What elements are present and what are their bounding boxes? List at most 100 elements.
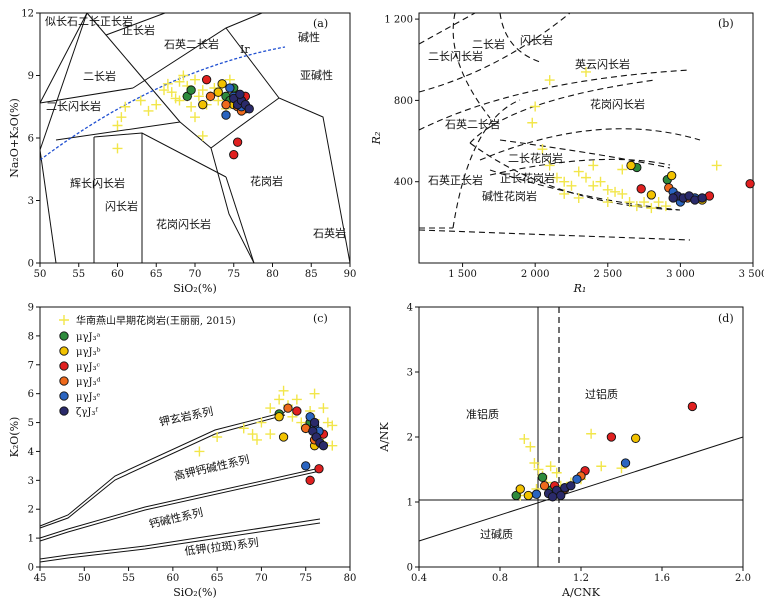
data-point — [274, 412, 284, 422]
legend-label: μγJ₃ᵉ — [76, 392, 100, 403]
field-label: 石英二长岩 — [445, 117, 500, 131]
y-tick-label: 800 — [394, 96, 413, 107]
cross-point — [617, 164, 628, 175]
field-label: 碱性 — [298, 30, 320, 44]
panel-label: (b) — [718, 17, 734, 30]
data-point — [636, 184, 646, 194]
data-point — [537, 472, 548, 482]
panel-b: 1 500 2 000 2 500 3 000 3 500 400 800 1 200 二长岩… — [370, 12, 764, 295]
data-point — [232, 137, 243, 147]
panel-d-fields — [418, 307, 744, 567]
y-tick-label: 5 — [28, 418, 34, 429]
cross-point — [151, 99, 162, 110]
field-label: 准铝质 — [466, 407, 499, 421]
data-point — [606, 432, 617, 442]
cross-point — [291, 394, 302, 405]
cross-point — [224, 74, 235, 85]
cross-point — [588, 180, 599, 191]
data-point — [566, 481, 576, 491]
panel-d-ticks — [415, 306, 744, 571]
panel-b-crosses — [527, 66, 722, 214]
data-point — [523, 490, 533, 501]
panel-d-field-labels: 准铝质 过铝质 过碱质 — [466, 387, 618, 541]
cross-point — [544, 160, 555, 171]
cross-point — [265, 429, 276, 440]
x-tick-label: 65 — [211, 573, 224, 584]
panel-d-ticklabels: 0.4 0.8 1.2 1.6 2.0 0 1 2 3 4 — [407, 303, 751, 585]
data-point — [687, 401, 698, 412]
field-label: 亚碱性 — [300, 68, 333, 82]
y-tick-label: 400 — [394, 177, 413, 188]
cross-point — [588, 160, 599, 171]
panel-a-fields — [39, 12, 351, 264]
field-label: 碱性花岗岩 — [482, 189, 537, 203]
data-point — [697, 193, 707, 203]
panel-d-points — [511, 401, 698, 502]
axis-y-label: K₂O(%) — [8, 417, 21, 458]
x-tick-label: 45 — [34, 573, 47, 584]
cross-point — [174, 95, 185, 106]
cross-point — [112, 120, 123, 131]
data-point — [201, 75, 212, 85]
cross-point — [551, 467, 562, 478]
legend-marker — [59, 361, 69, 371]
data-point — [283, 403, 293, 413]
panel-a-ticklabels: 50 55 60 65 70 75 80 85 90 0 3 6 9 12 — [21, 9, 356, 281]
axis-x-label: R₁ — [573, 282, 587, 295]
y-tick-label: 1 200 — [384, 15, 413, 26]
x-tick-label: 75 — [299, 573, 312, 584]
y-tick-label: 9 — [28, 303, 34, 314]
cross-point — [166, 87, 177, 98]
data-point — [221, 100, 231, 110]
x-tick-label: 85 — [305, 269, 318, 280]
y-tick-label: 8 — [28, 331, 34, 342]
x-tick-label: 70 — [255, 573, 268, 584]
y-tick-label: 12 — [21, 9, 34, 20]
panel-a-field-labels: 似长石二长正长岩 正长岩 石英二长岩 二长岩 二长闪长岩 辉长闪长岩 闪长岩 花… — [45, 14, 346, 240]
field-label: 似长石二长正长岩 — [45, 14, 133, 28]
x-tick-label: 50 — [34, 269, 47, 280]
data-point — [225, 83, 235, 93]
y-tick-label: 1 — [28, 534, 34, 545]
cross-point — [533, 464, 544, 475]
x-tick-label: 2.0 — [735, 573, 751, 584]
panel-b-axes — [418, 12, 754, 264]
x-tick-label: 75 — [227, 269, 240, 280]
cross-point — [544, 75, 555, 86]
field-label: 二长岩 — [83, 69, 116, 83]
cross-point — [646, 203, 657, 214]
cross-point — [653, 197, 664, 208]
cross-point — [143, 105, 154, 116]
field-label: Ir — [240, 43, 250, 56]
x-tick-label: 55 — [72, 269, 85, 280]
cross-point — [252, 434, 262, 445]
x-tick-label: 2 000 — [521, 269, 550, 280]
y-tick-label: 9 — [28, 71, 34, 82]
data-point — [631, 433, 641, 443]
legend-marker — [59, 391, 69, 401]
cross-point — [116, 112, 127, 123]
axis-y-label: Na₂O+K₂O(%) — [8, 98, 21, 178]
data-point — [556, 490, 566, 501]
cross-point — [537, 144, 548, 155]
cross-point — [631, 201, 642, 212]
cross-point — [573, 192, 584, 203]
legend-label: ζγJ₃ᶠ — [76, 407, 98, 418]
y-tick-label: 0 — [28, 563, 34, 574]
x-tick-label: 2 500 — [593, 269, 622, 280]
cross-point — [213, 95, 224, 106]
cross-point — [525, 441, 536, 452]
y-tick-label: 6 — [28, 134, 34, 145]
panel-label: (c) — [313, 312, 328, 325]
axis-x-label: SiO₂(%) — [173, 282, 217, 295]
data-point — [626, 160, 636, 171]
data-point — [572, 474, 582, 484]
cross-point — [602, 184, 613, 195]
cross-point — [602, 197, 613, 208]
field-label: 二长岩 — [472, 37, 505, 51]
cross-point — [174, 76, 185, 87]
field-label: 石英岩 — [313, 226, 346, 240]
legend-label: μγJ₃ᵃ — [76, 332, 100, 343]
cross-point — [186, 101, 197, 112]
